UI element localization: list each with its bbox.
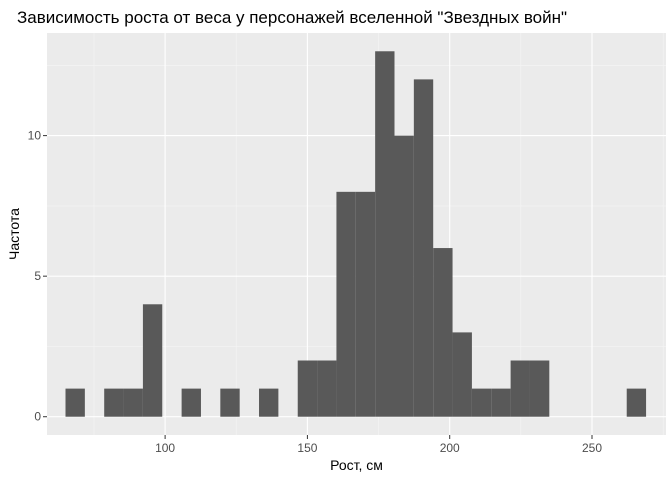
x-axis: 100 150 200 250: [155, 435, 602, 455]
y-tick-label: 0: [34, 410, 41, 424]
y-axis: 0 5 10: [28, 129, 47, 424]
histogram-bar: [433, 248, 453, 417]
histogram-bar: [491, 388, 511, 417]
histogram-bar: [355, 191, 376, 417]
x-tick-label: 100: [155, 441, 175, 455]
histogram-bars: [65, 51, 647, 417]
histogram-bar: [529, 360, 550, 417]
histogram-bar: [510, 360, 530, 417]
histogram-bar: [104, 388, 124, 417]
y-axis-title: Частота: [6, 208, 22, 260]
histogram-bar: [471, 388, 492, 417]
histogram-bar: [142, 304, 163, 417]
x-axis-title: Рост, см: [330, 457, 383, 473]
x-tick-label: 150: [297, 441, 317, 455]
x-tick-label: 200: [440, 441, 460, 455]
histogram-bar: [220, 388, 240, 417]
histogram-bar: [413, 79, 434, 417]
histogram-bar: [181, 388, 201, 417]
y-tick-label: 5: [34, 269, 41, 283]
x-tick-label: 250: [582, 441, 602, 455]
histogram-bar: [452, 332, 472, 417]
y-tick-label: 10: [28, 129, 42, 143]
histogram-bar: [626, 388, 647, 417]
histogram-bar: [259, 388, 279, 417]
histogram-bar: [297, 360, 318, 417]
histogram-bar: [375, 51, 395, 417]
chart-title: Зависимость роста от веса у персонажей в…: [17, 8, 567, 27]
histogram-bar: [336, 191, 356, 417]
histogram-bar: [317, 360, 337, 417]
histogram-bar: [394, 135, 414, 417]
histogram-bar: [123, 388, 143, 417]
histogram-bar: [65, 388, 85, 417]
